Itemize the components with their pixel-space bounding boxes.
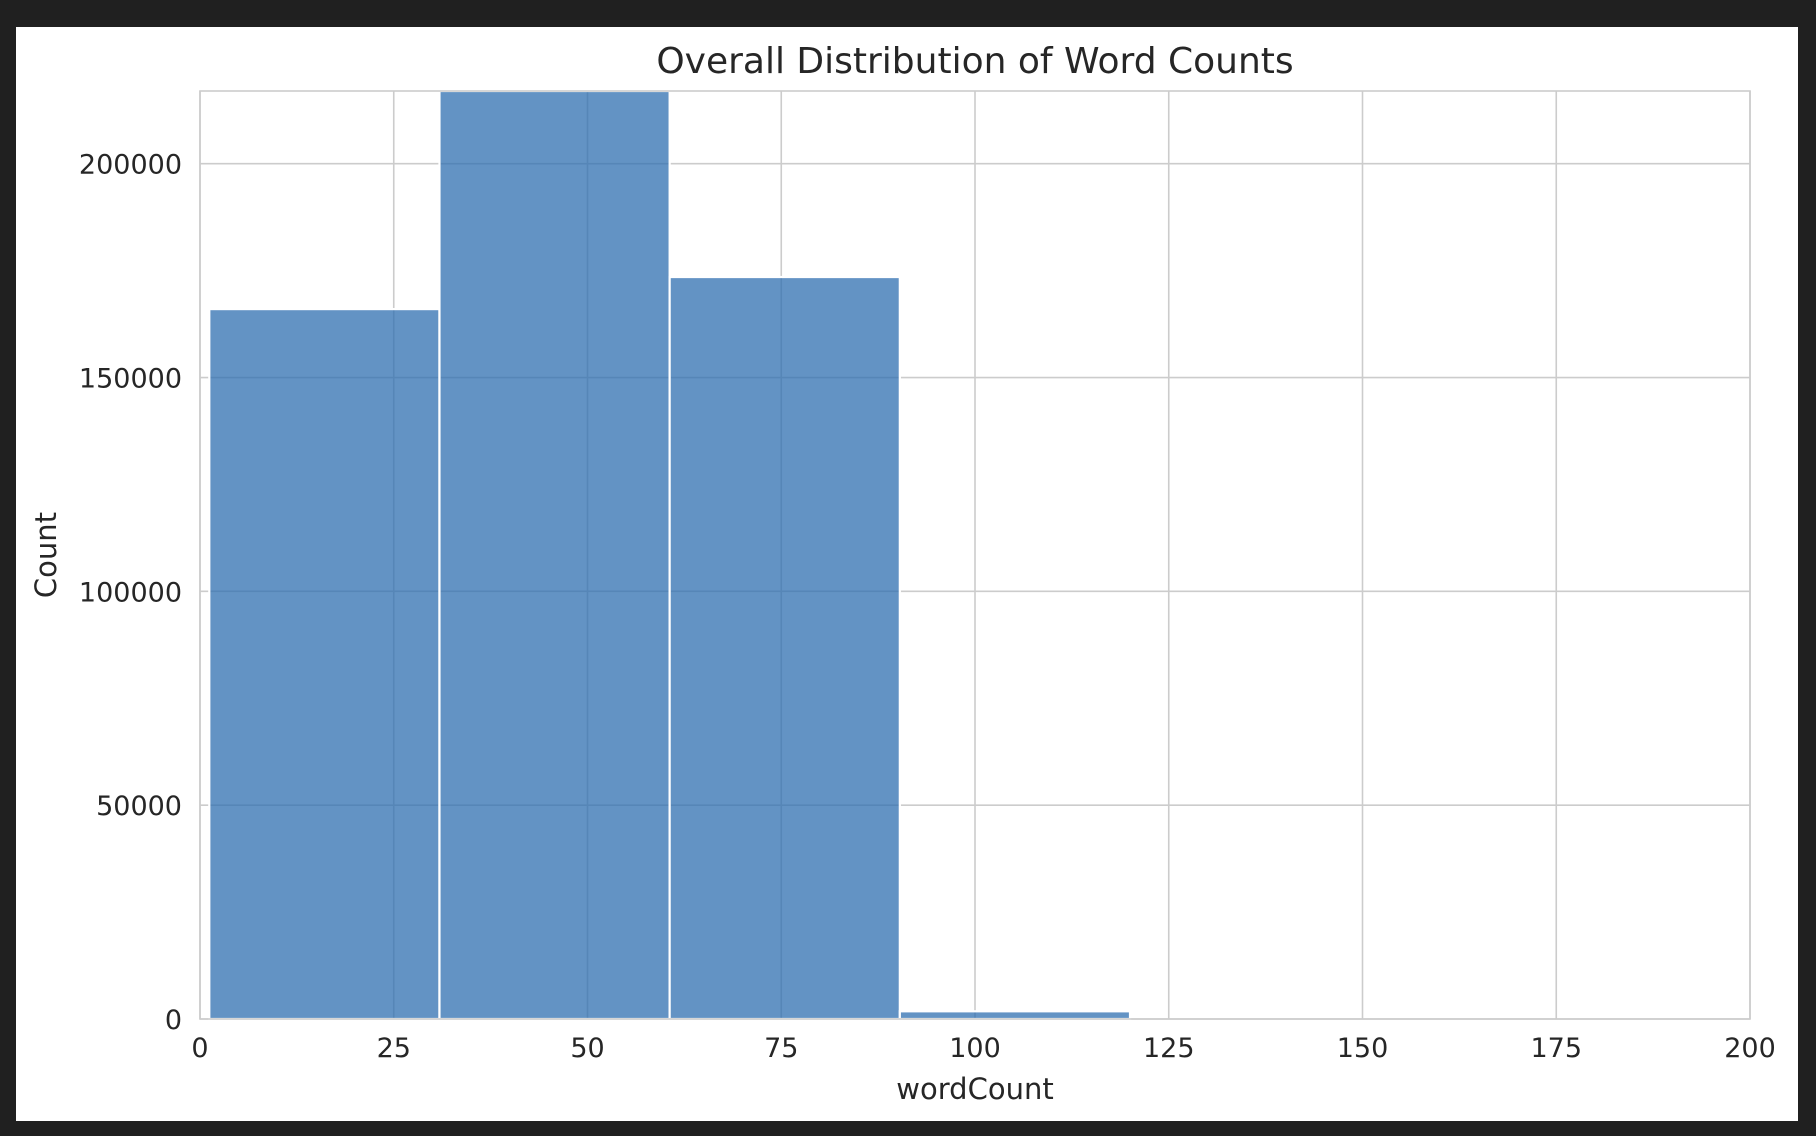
x-axis-label: wordCount — [896, 1072, 1053, 1106]
chart-frame: 0 25 50 75 100 125 150 175 200 0 50000 100000 150000… — [16, 27, 1798, 1121]
tick-layer: 0 25 50 75 100 125 150 175 200 0 50000 100000 150000… — [79, 150, 1776, 1064]
x-tick-label-6: 150 — [1337, 1033, 1389, 1064]
x-tick-label-5: 125 — [1143, 1033, 1195, 1064]
y-tick-label-3: 150000 — [79, 364, 182, 395]
x-tick-label-0: 0 — [191, 1033, 208, 1064]
x-tick-label-4: 100 — [949, 1033, 1001, 1064]
plot-border — [199, 90, 1751, 1020]
y-tick-label-4: 200000 — [79, 150, 182, 181]
x-tick-label-3: 75 — [764, 1033, 798, 1064]
x-tick-label-8: 200 — [1724, 1033, 1776, 1064]
y-axis-label: Count — [29, 512, 63, 598]
histogram-bar-3 — [898, 1010, 1132, 1021]
histogram-chart: 0 25 50 75 100 125 150 175 200 0 50000 100000 150000… — [29, 41, 1776, 1106]
histogram-bar-0 — [208, 308, 441, 1021]
x-tick-label-2: 50 — [570, 1033, 604, 1064]
histogram-bar-1 — [438, 89, 671, 1021]
y-tick-label-1: 50000 — [96, 791, 182, 822]
x-tick-label-7: 175 — [1530, 1033, 1582, 1064]
y-tick-label-2: 100000 — [79, 577, 182, 608]
x-tick-label-1: 25 — [377, 1033, 411, 1064]
bar-layer — [208, 89, 1132, 1021]
histogram-bar-2 — [668, 275, 901, 1021]
chart-title: Overall Distribution of Word Counts — [656, 41, 1293, 82]
y-tick-label-0: 0 — [165, 1005, 182, 1036]
